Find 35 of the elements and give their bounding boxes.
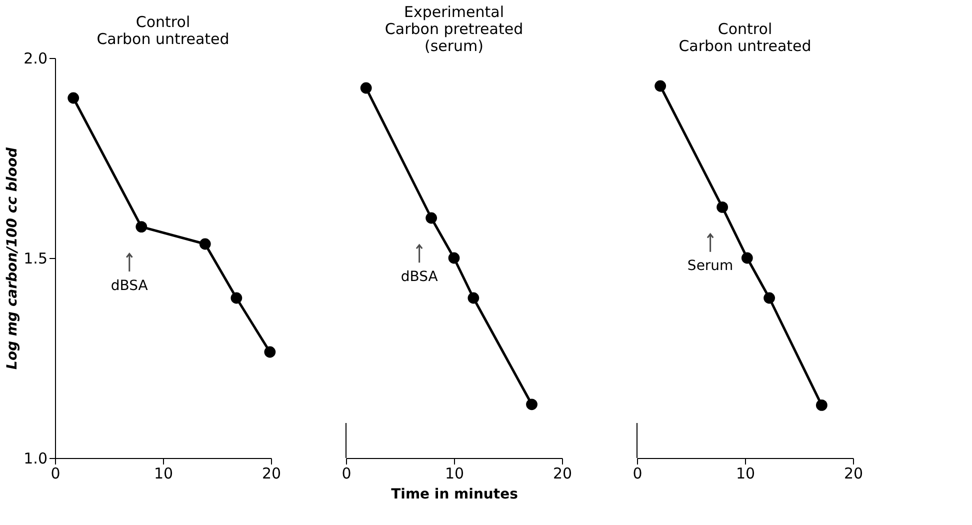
x-tick-label: 0 bbox=[342, 464, 352, 482]
annotation: dBSA bbox=[400, 269, 438, 285]
chart-title: Control Carbon untreated bbox=[678, 20, 812, 55]
point bbox=[741, 252, 753, 264]
x-tick-label: 0 bbox=[50, 464, 60, 482]
x-tick-label: 20 bbox=[552, 464, 572, 482]
point bbox=[199, 238, 211, 250]
x-axis-title: Time in minutes bbox=[391, 486, 518, 502]
point bbox=[264, 346, 276, 358]
y-axis-title: Log mg carbon/100 cc blood bbox=[4, 146, 21, 370]
point bbox=[68, 92, 80, 104]
point bbox=[816, 400, 828, 411]
x-tick-label: 10 bbox=[444, 464, 464, 482]
annotation: dBSA bbox=[110, 278, 148, 294]
y-tick-label: 2.0 bbox=[24, 50, 48, 68]
chart-title: Control Carbon untreated bbox=[96, 13, 230, 48]
point bbox=[654, 80, 666, 92]
x-tick-label: 20 bbox=[844, 464, 864, 482]
point bbox=[448, 252, 460, 264]
x-tick-label: 20 bbox=[262, 464, 282, 482]
x-tick-label: 0 bbox=[632, 464, 642, 482]
y-tick-label: 1.5 bbox=[24, 250, 48, 268]
x-tick-label: 10 bbox=[736, 464, 756, 482]
point bbox=[526, 398, 538, 410]
annotation: Serum bbox=[687, 258, 734, 274]
chart-title: Experimental Carbon pretreated (serum) bbox=[384, 3, 524, 55]
point bbox=[230, 292, 242, 304]
point bbox=[360, 82, 372, 94]
y-tick-label: 1.0 bbox=[24, 450, 48, 468]
point bbox=[136, 221, 148, 232]
point bbox=[764, 292, 775, 304]
point bbox=[716, 202, 728, 213]
point bbox=[468, 292, 480, 304]
x-tick-label: 10 bbox=[154, 464, 174, 482]
point bbox=[426, 212, 438, 224]
